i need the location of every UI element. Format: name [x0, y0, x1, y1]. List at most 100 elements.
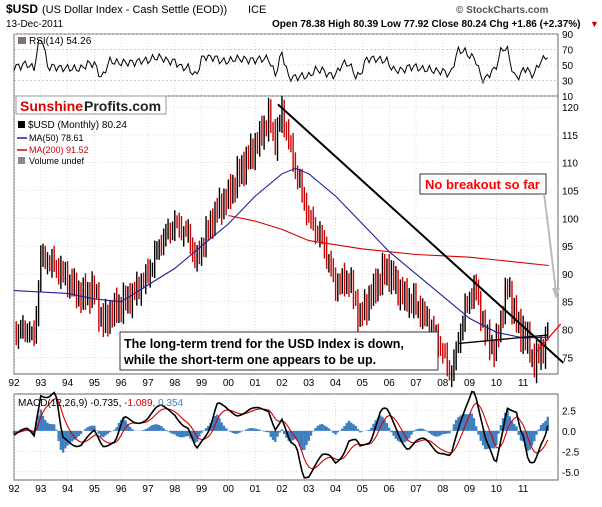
price-tick-label: 100 — [562, 214, 579, 225]
x-tick-label: 08 — [437, 378, 449, 389]
macd-histogram-bar — [361, 431, 363, 432]
macd-histogram-bar — [49, 424, 51, 431]
macd-histogram-bar — [359, 431, 361, 433]
macd-histogram-bar — [80, 431, 82, 434]
macd-histogram-bar — [129, 427, 131, 431]
price-tick-label: 85 — [562, 298, 574, 309]
macd-histogram-bar — [540, 425, 542, 431]
macd-histogram-bar — [57, 431, 59, 441]
macd-histogram-bar — [142, 430, 144, 431]
macd-histogram-bar — [75, 431, 77, 438]
macd-histogram-bar — [169, 431, 171, 433]
macd-histogram-bar — [147, 428, 149, 431]
macd-histogram-bar — [368, 430, 370, 431]
macd-histogram-bar — [149, 426, 151, 431]
macd-histogram-bar — [232, 431, 234, 433]
macd-histogram-bar — [531, 431, 533, 446]
macd-histogram-bar — [165, 430, 167, 431]
macd-tick-label: -5.0 — [562, 468, 580, 479]
macd-histogram-bar — [352, 424, 354, 431]
x-tick-label: 07 — [410, 484, 422, 495]
macd-histogram-bar — [46, 423, 48, 431]
macd-histogram-bar — [446, 431, 448, 434]
macd-histogram-bar — [78, 431, 80, 436]
macd-histogram-bar — [428, 431, 430, 433]
x-tick-label: 92 — [8, 378, 20, 389]
x-tick-label: 96 — [116, 378, 128, 389]
chart-exchange: ICE — [248, 4, 266, 16]
price-legend: $USD (Monthly) 80.24 — [28, 120, 127, 131]
macd-histogram-bar — [444, 431, 446, 434]
macd-histogram-bar — [250, 428, 252, 431]
macd-histogram-bar — [303, 431, 305, 450]
macd-histogram-bar — [386, 423, 388, 431]
x-tick-label: 01 — [250, 378, 262, 389]
macd-histogram-bar — [102, 431, 104, 437]
macd-histogram-bar — [180, 431, 182, 438]
x-tick-label: 96 — [116, 484, 128, 495]
x-tick-label: 00 — [223, 484, 235, 495]
rsi-oversold-fill — [482, 81, 485, 83]
macd-histogram-bar — [542, 423, 544, 431]
x-tick-label: 03 — [303, 378, 315, 389]
macd-histogram-bar — [415, 430, 417, 431]
macd-histogram-bar — [256, 429, 258, 431]
macd-histogram-bar — [109, 431, 111, 432]
macd-histogram-bar — [430, 431, 432, 435]
x-tick-label: 01 — [250, 484, 262, 495]
x-tick-label: 94 — [62, 378, 74, 389]
trend-annotation-line1: The long-term trend for the USD Index is… — [124, 337, 404, 351]
macd-histogram-bar — [145, 429, 147, 431]
macd-histogram-bar — [225, 428, 227, 431]
macd-histogram-bar — [42, 416, 44, 431]
x-tick-label: 09 — [464, 378, 476, 389]
macd-histogram-bar — [167, 431, 169, 432]
macd-histogram-bar — [408, 431, 410, 438]
macd-histogram-bar — [178, 431, 180, 437]
macd-histogram-bar — [66, 431, 68, 446]
macd-histogram-bar — [337, 431, 339, 433]
x-tick-label: 93 — [35, 484, 47, 495]
logo-profits: Profits.com — [84, 98, 161, 114]
macd-histogram-bar — [314, 428, 316, 431]
macd-histogram-bar — [305, 431, 307, 445]
macd-histogram-bar — [323, 425, 325, 431]
macd-histogram-bar — [473, 418, 475, 431]
macd-histogram-bar — [267, 431, 269, 432]
macd-label: MACD(12,26,9) -0.735, — [18, 398, 121, 409]
macd-histogram-bar — [44, 420, 46, 431]
macd-histogram-bar — [200, 431, 202, 433]
macd-histogram-bar — [160, 426, 162, 431]
x-tick-label: 97 — [142, 378, 154, 389]
macd-histogram-bar — [113, 430, 115, 431]
macd-histogram-bar — [388, 428, 390, 431]
macd-histogram-bar — [51, 424, 53, 431]
x-tick-label: 10 — [491, 484, 503, 495]
macd-signal-value: -1.089, — [124, 398, 155, 409]
macd-tick-label: 0.0 — [562, 427, 576, 438]
macd-histogram-bar — [310, 431, 312, 436]
x-tick-label: 07 — [410, 378, 422, 389]
x-tick-label: 11 — [518, 378, 529, 389]
macd-histogram-bar — [421, 429, 423, 431]
macd-histogram-bar — [98, 431, 100, 434]
macd-histogram-bar — [272, 431, 274, 440]
ma50-legend: MA(50) 78.61 — [29, 133, 84, 143]
macd-histogram-bar — [151, 425, 153, 431]
macd-histogram-bar — [247, 428, 249, 430]
volume-legend-swatch — [18, 157, 25, 164]
macd-histogram-bar — [433, 431, 435, 436]
price-tick-label: 105 — [562, 187, 579, 198]
breakout-annotation: No breakout so far — [425, 177, 540, 192]
trend-annotation-line2: while the short-term one appears to be u… — [123, 353, 376, 367]
macd-histogram-bar — [533, 431, 535, 441]
macd-histogram-bar — [95, 430, 97, 431]
x-tick-label: 95 — [89, 484, 101, 495]
x-tick-label: 97 — [142, 484, 154, 495]
macd-histogram-bar — [312, 431, 314, 432]
macd-histogram-bar — [265, 431, 267, 432]
ma200-legend: MA(200) 91.52 — [29, 145, 89, 155]
macd-histogram-bar — [417, 429, 419, 431]
x-tick-label: 09 — [464, 484, 476, 495]
